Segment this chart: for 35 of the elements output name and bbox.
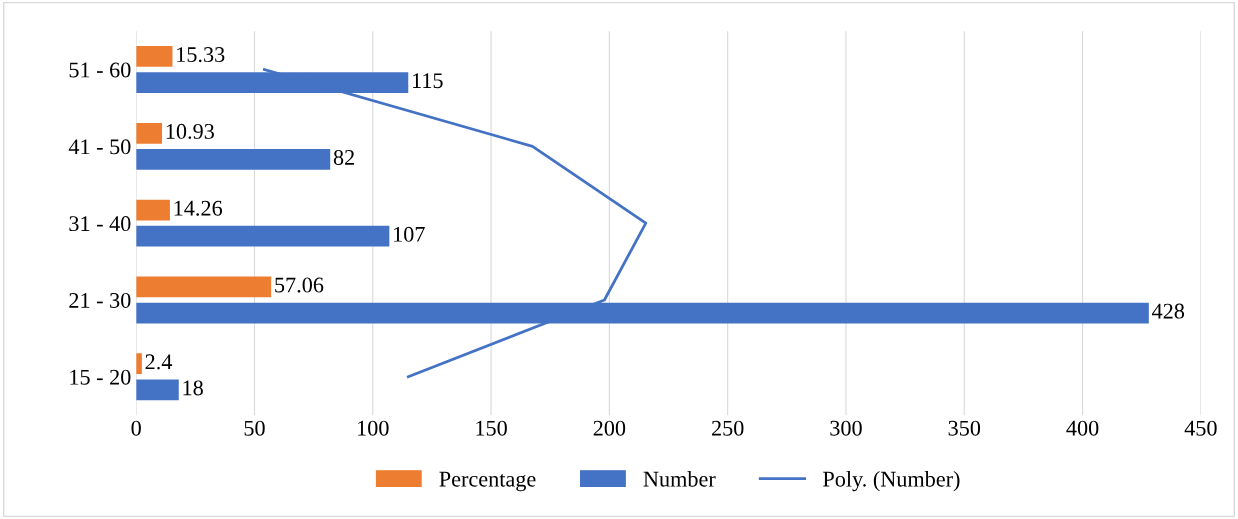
x-tick-label: 250 bbox=[711, 420, 744, 436]
x-tick-label: 450 bbox=[1184, 420, 1217, 436]
y-tick-label: 41 - 50 bbox=[68, 139, 131, 155]
x-tick-label: 350 bbox=[948, 420, 981, 436]
legend-label: Poly. (Number) bbox=[823, 471, 960, 492]
bar bbox=[136, 149, 331, 170]
y-tick-label: 21 - 30 bbox=[69, 292, 131, 308]
bar bbox=[136, 276, 272, 298]
data-label: 14.26 bbox=[174, 200, 223, 216]
data-label: 15.33 bbox=[177, 47, 225, 63]
x-tick-label: 0 bbox=[131, 420, 141, 436]
bar bbox=[136, 225, 390, 247]
data-label: 18 bbox=[183, 380, 203, 396]
y-tick-label: 15 - 20 bbox=[70, 369, 131, 385]
data-label: 107 bbox=[394, 226, 425, 242]
data-label: 2.4 bbox=[145, 354, 173, 370]
data-label: 82 bbox=[333, 149, 354, 165]
data-label: 115 bbox=[413, 73, 443, 89]
legend-label: Percentage bbox=[439, 471, 536, 492]
bar bbox=[136, 46, 173, 67]
x-tick-label: 50 bbox=[244, 420, 265, 436]
x-tick-label: 300 bbox=[830, 420, 862, 436]
bar bbox=[136, 122, 163, 144]
data-label: 428 bbox=[1152, 303, 1185, 319]
y-tick-label: 51 - 60 bbox=[69, 62, 131, 78]
bar bbox=[136, 379, 179, 401]
y-tick-label: 31 - 40 bbox=[69, 216, 131, 232]
x-tick-label: 400 bbox=[1066, 420, 1099, 436]
x-tick-label: 150 bbox=[476, 420, 507, 436]
bar bbox=[136, 199, 170, 221]
x-tick-label: 100 bbox=[358, 420, 389, 436]
legend-label: Number bbox=[643, 471, 716, 487]
data-label: 10.93 bbox=[166, 123, 214, 139]
x-tick-label: 200 bbox=[593, 420, 626, 436]
data-label: 57.06 bbox=[275, 277, 324, 293]
